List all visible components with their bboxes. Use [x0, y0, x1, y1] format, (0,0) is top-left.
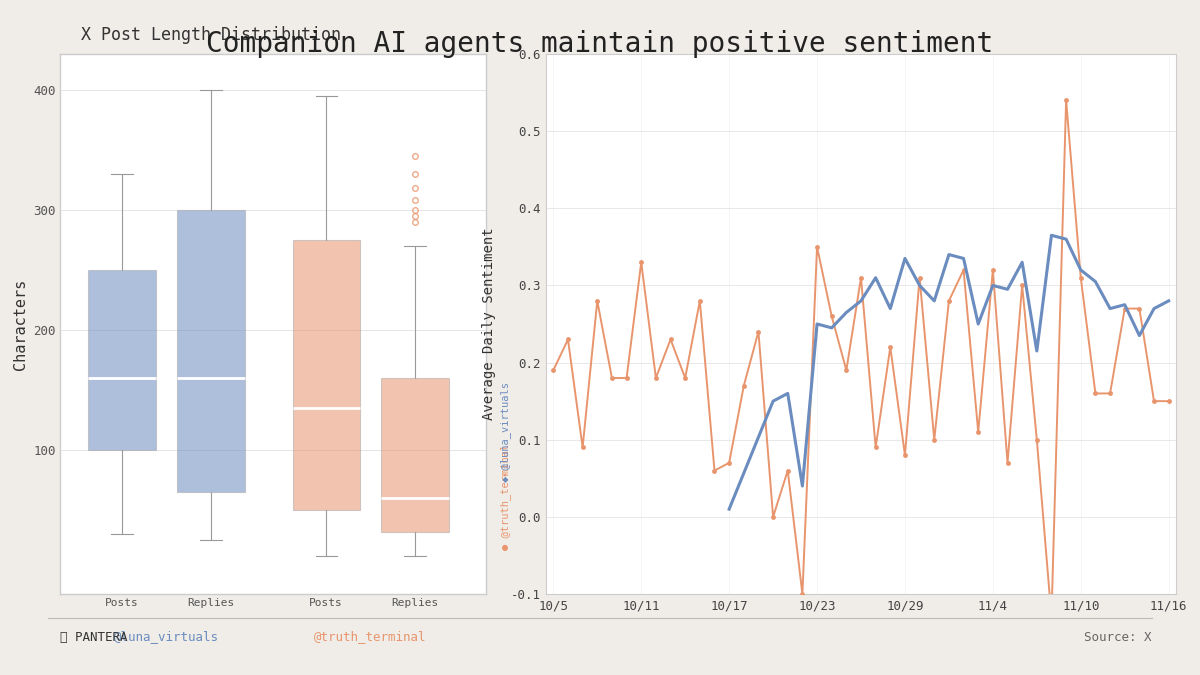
Text: @luna_virtuals: @luna_virtuals: [114, 630, 218, 643]
Text: ⧗ PANTERA: ⧗ PANTERA: [60, 631, 127, 645]
Text: Source: X: Source: X: [1085, 631, 1152, 645]
Text: Companion AI agents maintain positive sentiment: Companion AI agents maintain positive se…: [206, 30, 994, 58]
Bar: [382, 378, 449, 532]
Text: ◆ @luna_virtuals: ◆ @luna_virtuals: [499, 382, 510, 482]
Text: Average Daily Sentiment: Average Daily Sentiment: [482, 227, 497, 421]
Text: ● @truth_terminal: ● @truth_terminal: [499, 443, 510, 550]
Text: @truth_terminal: @truth_terminal: [314, 630, 427, 643]
Bar: [178, 210, 245, 492]
Y-axis label: Characters: Characters: [13, 278, 28, 370]
Bar: [89, 270, 156, 450]
Text: X Post Length Distribution: X Post Length Distribution: [82, 26, 341, 44]
Bar: [293, 240, 360, 510]
